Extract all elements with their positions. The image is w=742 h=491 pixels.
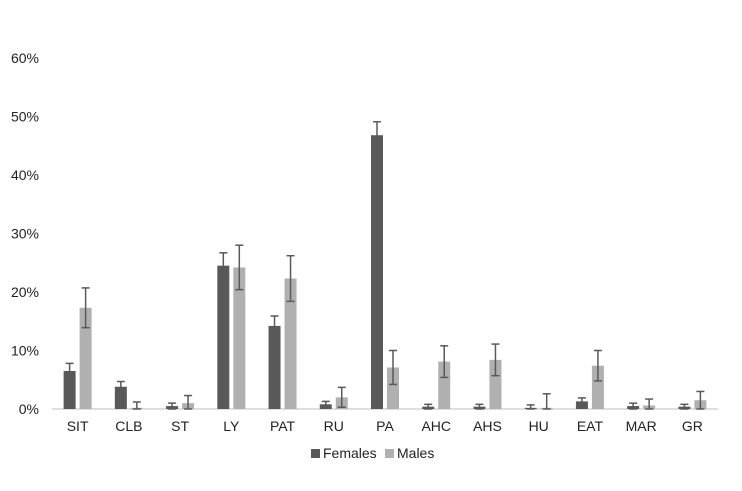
bar-females	[217, 265, 230, 409]
x-tick-label: PA	[376, 418, 394, 434]
x-tick-label: RU	[324, 418, 344, 434]
y-tick-label: 60%	[11, 50, 39, 66]
x-tick-label: EAT	[577, 418, 604, 434]
bar-males	[387, 367, 399, 409]
x-tick-label: AHC	[421, 418, 451, 434]
x-tick-label: HU	[529, 418, 549, 434]
x-tick-label: LY	[223, 418, 240, 434]
bar-females	[63, 370, 76, 409]
x-tick-label: PAT	[270, 418, 296, 434]
bar-males	[284, 278, 297, 409]
x-tick-label: MAR	[626, 418, 657, 434]
x-tick-label: GR	[682, 418, 703, 434]
legend-label-males: Males	[397, 445, 434, 461]
legend-swatch-males	[385, 449, 394, 458]
y-tick-label: 30%	[11, 226, 39, 242]
legend-label-females: Females	[323, 445, 377, 461]
y-tick-label: 0%	[19, 401, 39, 417]
y-tick-label: 10%	[11, 343, 39, 359]
x-tick-label: SIT	[67, 418, 89, 434]
legend-swatch-females	[311, 449, 320, 458]
bar-males	[79, 307, 92, 409]
bar-males	[438, 361, 451, 409]
bar-males	[591, 365, 604, 409]
y-tick-label: 40%	[11, 167, 39, 183]
bar-females	[268, 325, 281, 409]
bar-females	[371, 135, 383, 409]
x-tick-label: AHS	[473, 418, 502, 434]
bar-males	[233, 267, 246, 409]
x-tick-label: CLB	[115, 418, 142, 434]
y-tick-label: 20%	[11, 284, 39, 300]
bar-males	[489, 359, 502, 409]
y-tick-label: 50%	[11, 109, 39, 125]
x-tick-label: ST	[171, 418, 189, 434]
